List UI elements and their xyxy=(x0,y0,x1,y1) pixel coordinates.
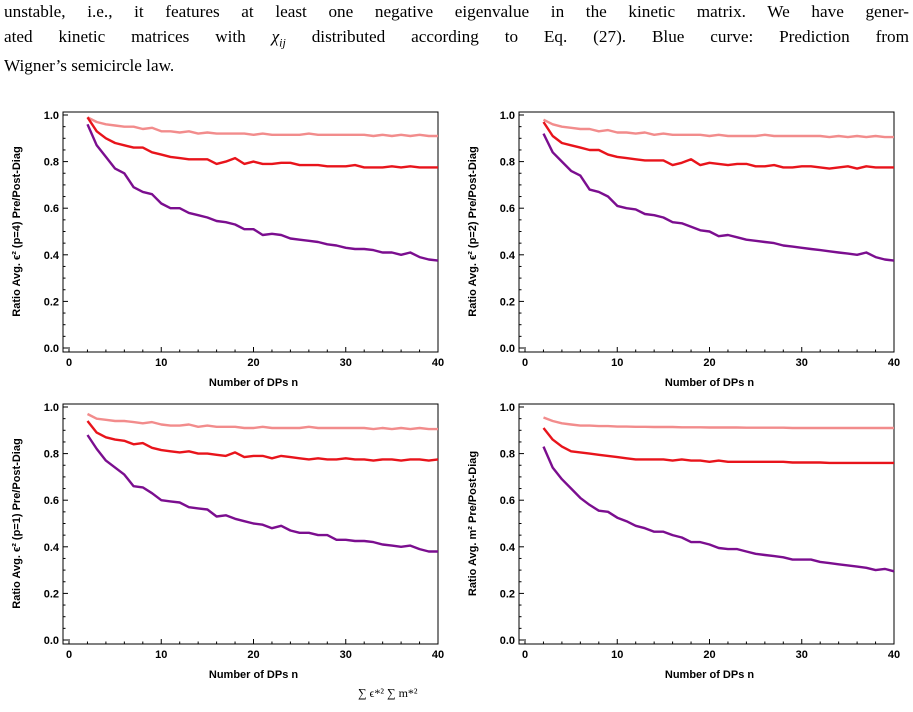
caption-line-2: ated kinetic matrices with χij distribut… xyxy=(4,25,909,55)
caption-line-1: unstable, i.e., it features at least one… xyxy=(4,2,909,21)
chart-panel-p4: 0 10 20 30 40 0.0 0.2 0.4 0.6 0.8 1.0 Ratio Avg. ϵ²… xyxy=(11,110,444,389)
series-line-mid xyxy=(542,427,894,465)
y-tick-label: 0.2 xyxy=(44,588,59,600)
y-tick-label: 0.2 xyxy=(500,588,515,600)
caption-line-2-pre: ated kinetic matrices with xyxy=(4,26,272,46)
y-tick-label: 0.0 xyxy=(44,343,59,355)
y-tick-label: 0.4 xyxy=(44,250,60,262)
y-tick-label: 0.4 xyxy=(44,542,60,554)
y-tick-label: 0.4 xyxy=(500,542,516,554)
y-tick-label: 0.0 xyxy=(44,635,59,647)
y-tick-label: 0.6 xyxy=(44,203,59,215)
series-line-dark xyxy=(86,434,438,553)
x-axis-label: Number of DPs n xyxy=(209,377,299,389)
chart-panel-m2: 0 10 20 30 40 0.0 0.2 0.4 0.6 0.8 1.0 Ratio Avg. m²… xyxy=(467,402,900,681)
series-line-dark xyxy=(542,133,895,262)
y-tick-label: 0.0 xyxy=(500,343,515,355)
x-tick-label: 30 xyxy=(796,649,808,661)
x-tick-label: 40 xyxy=(432,649,444,661)
x-tick-label: 20 xyxy=(247,357,259,369)
series-line-mid xyxy=(86,116,438,169)
chi-subscript: ij xyxy=(279,34,286,49)
x-tick-label: 0 xyxy=(522,649,528,661)
caption-line-2-post: distributed according to Eq. (27). Blue … xyxy=(285,26,909,46)
x-axis-label: Number of DPs n xyxy=(665,377,755,389)
y-tick-label: 0.6 xyxy=(500,203,515,215)
caption-line-3: Wigner’s semicircle law. xyxy=(4,56,175,76)
y-axis-label: Ratio Avg. ϵ² (p=1) Pre/Post-Diag xyxy=(11,438,23,608)
x-tick-label: 30 xyxy=(796,357,808,369)
series-line-light xyxy=(543,416,894,430)
y-axis-label: Ratio Avg. ϵ² (p=4) Pre/Post-Diag xyxy=(11,146,23,316)
y-tick-label: 1.0 xyxy=(44,402,59,414)
y-axis-label: Ratio Avg. m² Pre/Post-Diag xyxy=(467,451,479,596)
x-tick-label: 20 xyxy=(247,649,259,661)
x-tick-label: 40 xyxy=(432,357,444,369)
chart-panel-p1: 0 10 20 30 40 0.0 0.2 0.4 0.6 0.8 1.0 Ratio Avg. ϵ²… xyxy=(11,402,444,681)
x-tick-label: 20 xyxy=(703,357,715,369)
x-axis-label: Number of DPs n xyxy=(665,669,755,681)
y-tick-label: 0.6 xyxy=(44,495,59,507)
series-line-mid xyxy=(86,420,439,462)
plot-frame xyxy=(62,111,439,353)
y-axis-label: Ratio Avg. ϵ² (p=2) Pre/Post-Diag xyxy=(467,146,479,316)
y-tick-label: 0.6 xyxy=(500,495,515,507)
x-tick-label: 0 xyxy=(66,649,72,661)
series-line-dark xyxy=(86,123,439,262)
y-tick-label: 0.8 xyxy=(44,157,59,169)
plot-frame xyxy=(518,403,895,645)
series-line-light xyxy=(86,412,438,431)
y-tick-label: 0.8 xyxy=(44,449,59,461)
y-tick-label: 1.0 xyxy=(44,110,59,122)
y-tick-label: 0.2 xyxy=(44,296,59,308)
x-tick-label: 30 xyxy=(340,357,352,369)
y-tick-label: 0.8 xyxy=(500,157,515,169)
y-tick-label: 1.0 xyxy=(500,110,515,122)
x-tick-label: 10 xyxy=(611,357,623,369)
x-tick-label: 30 xyxy=(340,649,352,661)
chart-panel-p2: 0 10 20 30 40 0.0 0.2 0.4 0.6 0.8 1.0 Ratio Avg. ϵ²… xyxy=(467,110,900,389)
y-tick-label: 0.8 xyxy=(500,449,515,461)
x-axis-label: Number of DPs n xyxy=(209,669,299,681)
formula-fragment: ∑ ϵ*² ∑ m*² xyxy=(358,686,418,700)
x-tick-label: 0 xyxy=(66,357,72,369)
series-line-mid xyxy=(542,121,894,170)
x-tick-label: 10 xyxy=(611,649,623,661)
x-tick-label: 10 xyxy=(155,649,167,661)
figure-caption: unstable, i.e., it features at least one… xyxy=(4,0,909,79)
series-line-light xyxy=(542,118,894,139)
x-tick-label: 40 xyxy=(888,649,900,661)
x-tick-label: 0 xyxy=(522,357,528,369)
x-tick-label: 20 xyxy=(703,649,715,661)
chi-symbol: χ xyxy=(271,26,280,46)
y-tick-label: 0.2 xyxy=(500,296,515,308)
y-tick-label: 0.4 xyxy=(500,250,516,262)
x-tick-label: 10 xyxy=(155,357,167,369)
series-line-light xyxy=(86,116,438,138)
x-tick-label: 40 xyxy=(888,357,900,369)
y-tick-label: 0.0 xyxy=(500,635,515,647)
y-tick-label: 1.0 xyxy=(500,402,515,414)
series-line-dark xyxy=(542,446,895,573)
